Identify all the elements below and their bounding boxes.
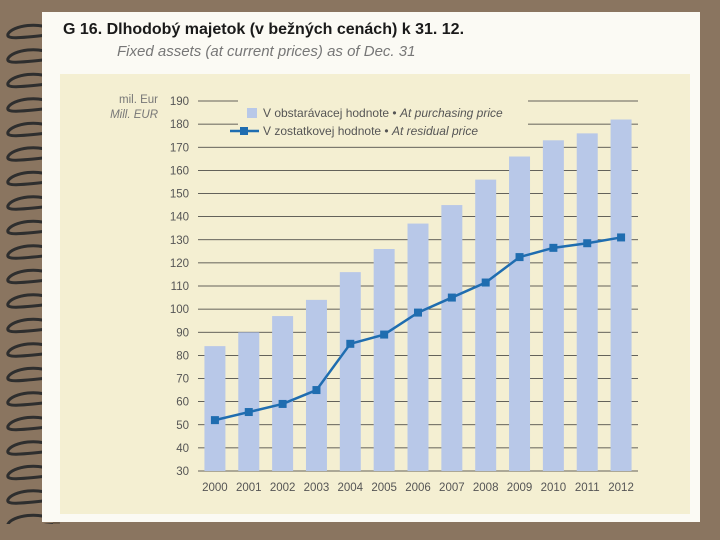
bar-2004 xyxy=(340,272,361,471)
y-tick-label: 150 xyxy=(170,189,189,201)
legend-separator-line: • xyxy=(381,124,392,138)
bar-2012 xyxy=(611,120,632,472)
x-tick-label: 2000 xyxy=(202,482,228,494)
bar-2010 xyxy=(543,140,564,471)
bar-2009 xyxy=(509,157,530,472)
legend-label-line-en: At residual price xyxy=(391,124,478,138)
legend-swatch-marker xyxy=(240,127,248,135)
x-tick-label: 2008 xyxy=(473,482,499,494)
y-tick-label: 70 xyxy=(176,374,189,386)
line-point-2002 xyxy=(279,400,287,408)
x-tick-label: 2006 xyxy=(405,482,431,494)
x-tick-label: 2002 xyxy=(270,482,296,494)
legend-label-line: V zostatkovej hodnote • At residual pric… xyxy=(263,124,478,138)
line-point-2003 xyxy=(312,386,320,394)
line-point-2004 xyxy=(346,340,354,348)
x-tick-labels: 2000 2001 2002 2003 2004 2005 2006 2007 2008 2009… xyxy=(202,482,634,494)
y-tick-label: 110 xyxy=(171,281,189,293)
legend-swatch-bar xyxy=(247,108,257,118)
line-point-2010 xyxy=(549,244,557,252)
x-tick-label: 2004 xyxy=(338,482,364,494)
line-point-2011 xyxy=(583,239,591,247)
y-tick-label: 60 xyxy=(176,397,189,409)
y-tick-label: 50 xyxy=(176,420,189,432)
legend-label-bar: V obstarávacej hodnote • At purchasing p… xyxy=(263,106,503,120)
bar-2008 xyxy=(475,180,496,471)
x-tick-label: 2001 xyxy=(236,482,262,494)
y-tick-label: 190 xyxy=(170,96,189,108)
line-point-2000 xyxy=(211,416,219,424)
x-tick-label: 2007 xyxy=(439,482,465,494)
x-tick-label: 2010 xyxy=(541,482,567,494)
line-point-2005 xyxy=(380,331,388,339)
y-tick-label: 120 xyxy=(170,258,189,270)
bar-2001 xyxy=(238,332,259,471)
x-tick-label: 2009 xyxy=(507,482,533,494)
y-tick-label: 160 xyxy=(170,165,189,177)
y-tick-label: 80 xyxy=(176,350,189,362)
y-tick-labels: 30 40 50 60 70 80 90 100 110 120 130 140 150 160 170 18… xyxy=(170,96,189,478)
legend-label-bar-en: At purchasing price xyxy=(399,106,503,120)
legend-label-line-sk: V zostatkovej hodnote xyxy=(263,124,381,138)
y-tick-label: 170 xyxy=(170,142,189,154)
y-tick-label: 40 xyxy=(176,443,189,455)
line-point-2006 xyxy=(414,309,422,317)
y-tick-label: 100 xyxy=(170,304,189,316)
legend: V obstarávacej hodnote • At purchasing p… xyxy=(230,98,528,142)
x-tick-label: 2003 xyxy=(304,482,330,494)
y-tick-label: 130 xyxy=(170,235,189,247)
bar-2007 xyxy=(441,205,462,471)
x-tick-label: 2012 xyxy=(608,482,634,494)
bar-2002 xyxy=(272,316,293,471)
legend-label-bar-sk: V obstarávacej hodnote xyxy=(263,106,389,120)
bar-2005 xyxy=(374,249,395,471)
bar-2006 xyxy=(408,224,429,471)
slide: G 16. Dlhodobý majetok (v bežných cenách… xyxy=(0,0,720,540)
bar-series xyxy=(204,120,631,472)
chart-svg: 30 40 50 60 70 80 90 100 110 120 130 140 150 160 170 18… xyxy=(0,0,720,540)
line-point-2012 xyxy=(617,233,625,241)
y-tick-label: 30 xyxy=(176,466,189,478)
line-point-2007 xyxy=(448,294,456,302)
x-tick-label: 2005 xyxy=(371,482,397,494)
y-tick-label: 180 xyxy=(170,119,189,131)
x-tick-label: 2011 xyxy=(575,482,600,494)
y-tick-label: 90 xyxy=(176,327,189,339)
line-point-2001 xyxy=(245,408,253,416)
y-tick-label: 140 xyxy=(170,212,189,224)
bar-2011 xyxy=(577,133,598,471)
line-point-2008 xyxy=(482,279,490,287)
bar-2000 xyxy=(204,346,225,471)
legend-separator-bar: • xyxy=(389,106,400,120)
bar-2003 xyxy=(306,300,327,471)
line-point-2009 xyxy=(516,253,524,261)
